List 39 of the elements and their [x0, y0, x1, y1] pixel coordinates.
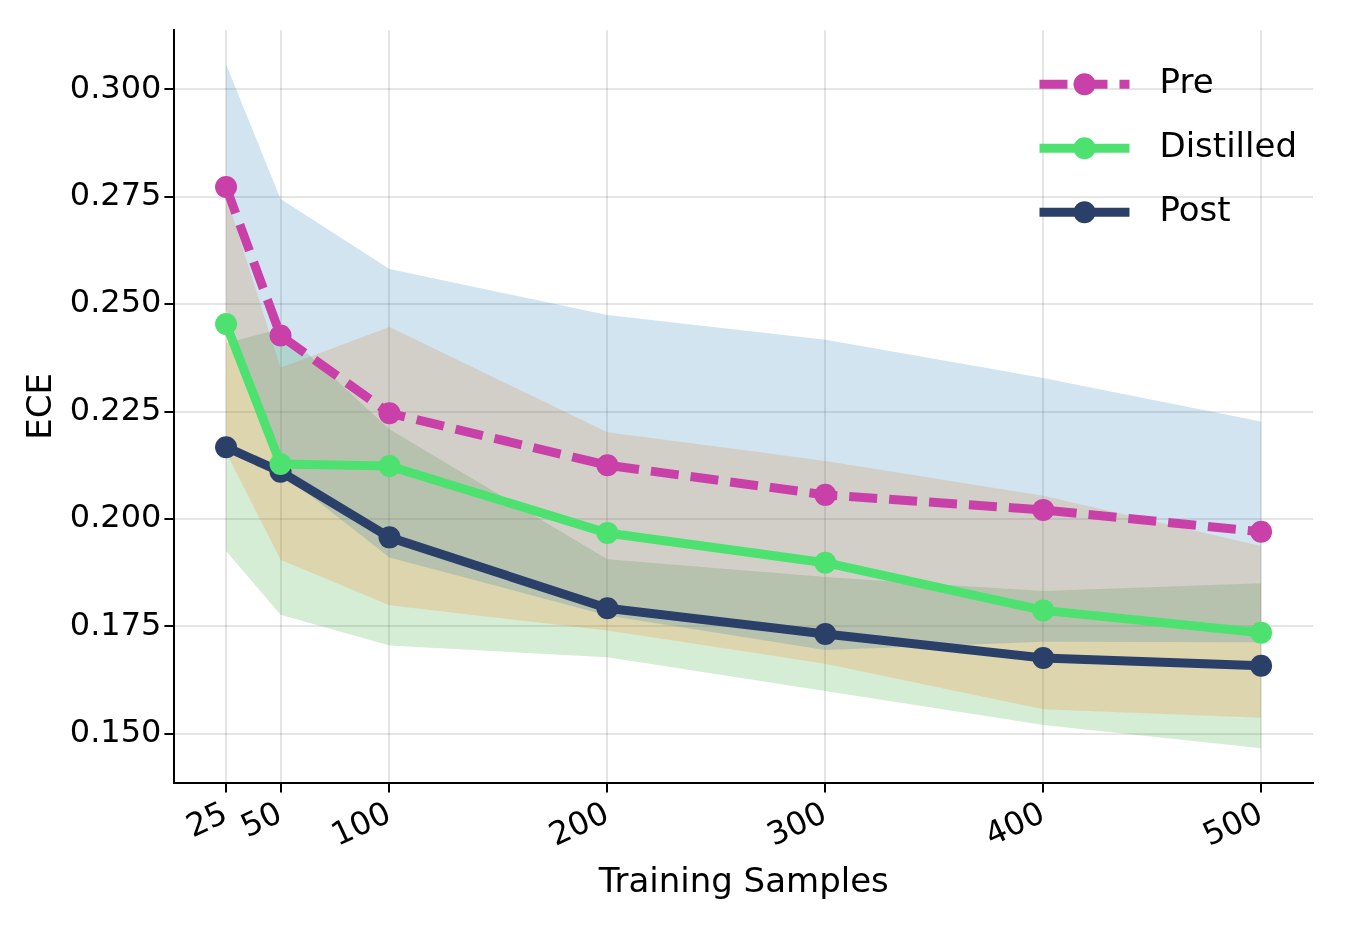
point	[215, 175, 238, 198]
point	[215, 312, 238, 335]
point	[215, 436, 238, 459]
point	[378, 455, 401, 478]
point	[596, 522, 619, 545]
point	[814, 623, 837, 645]
x-tick-label: 25	[179, 793, 233, 845]
x-tick-label: 200	[542, 793, 615, 854]
x-tick-label: 100	[324, 793, 397, 854]
legend-label: Pre	[1159, 61, 1214, 102]
y-tick-label: 0.225	[69, 389, 162, 428]
point	[814, 483, 837, 506]
point	[1250, 520, 1273, 543]
y-tick-label: 0.175	[69, 604, 162, 643]
point	[596, 454, 619, 477]
point	[378, 402, 401, 425]
y-axis-title: ECE	[19, 373, 60, 440]
y-tick-label: 0.300	[69, 67, 162, 106]
point	[1032, 599, 1055, 622]
x-tick-label: 500	[1196, 793, 1269, 854]
point	[1032, 498, 1055, 521]
point	[269, 452, 292, 475]
x-tick-label: 300	[760, 793, 833, 854]
x-tick-label: 50	[234, 793, 288, 845]
y-tick-label: 0.200	[69, 497, 162, 536]
point	[1250, 654, 1273, 677]
y-tick-label: 0.250	[69, 282, 162, 321]
point	[596, 597, 619, 620]
point	[378, 526, 401, 549]
legend-label: Distilled	[1159, 125, 1297, 166]
point	[814, 551, 837, 574]
y-tick-label: 0.150	[69, 711, 162, 750]
x-tick-label: 400	[978, 793, 1051, 854]
x-axis-title: Training Samples	[597, 860, 889, 901]
point	[1032, 647, 1055, 670]
y-tick-label: 0.275	[69, 175, 162, 214]
point	[1250, 621, 1273, 644]
point	[269, 324, 292, 347]
legend-label: Post	[1159, 189, 1231, 230]
